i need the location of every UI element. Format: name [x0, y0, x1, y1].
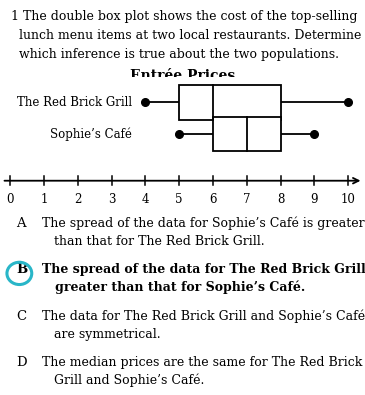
- Text: A: A: [16, 217, 26, 230]
- Text: 5: 5: [175, 193, 183, 205]
- Text: 6: 6: [209, 193, 217, 205]
- Text: 3: 3: [108, 193, 115, 205]
- Text: 8: 8: [277, 193, 284, 205]
- Text: 7: 7: [243, 193, 250, 205]
- Bar: [179, 85, 281, 120]
- Text: 1: 1: [40, 193, 47, 205]
- Text: D: D: [16, 356, 27, 369]
- Text: lunch menu items at two local restaurants. Determine: lunch menu items at two local restaurant…: [11, 29, 361, 42]
- Text: The spread of the data for Sophie’s Café is greater
   than that for The Red Bri: The spread of the data for Sophie’s Café…: [42, 217, 365, 248]
- Text: 9: 9: [311, 193, 318, 205]
- Text: 2: 2: [74, 193, 81, 205]
- Text: Entrée Prices: Entrée Prices: [130, 69, 235, 83]
- Text: Sophie’s Café: Sophie’s Café: [50, 127, 132, 141]
- Text: 0: 0: [7, 193, 14, 205]
- Text: 4: 4: [142, 193, 149, 205]
- Text: C: C: [16, 310, 27, 323]
- Text: The data for The Red Brick Grill and Sophie’s Café
   are symmetrical.: The data for The Red Brick Grill and Sop…: [42, 310, 365, 340]
- Bar: [213, 117, 281, 151]
- Text: 10: 10: [341, 193, 356, 205]
- Text: The spread of the data for The Red Brick Grill is
   greater than that for Sophi: The spread of the data for The Red Brick…: [42, 263, 365, 294]
- Text: which inference is true about the two populations.: which inference is true about the two po…: [11, 48, 339, 61]
- Text: 1 The double box plot shows the cost of the top-selling: 1 The double box plot shows the cost of …: [11, 10, 357, 23]
- Text: B: B: [16, 263, 28, 276]
- Text: The Red Brick Grill: The Red Brick Grill: [17, 96, 132, 109]
- Text: The median prices are the same for The Red Brick
   Grill and Sophie’s Café.: The median prices are the same for The R…: [42, 356, 362, 387]
